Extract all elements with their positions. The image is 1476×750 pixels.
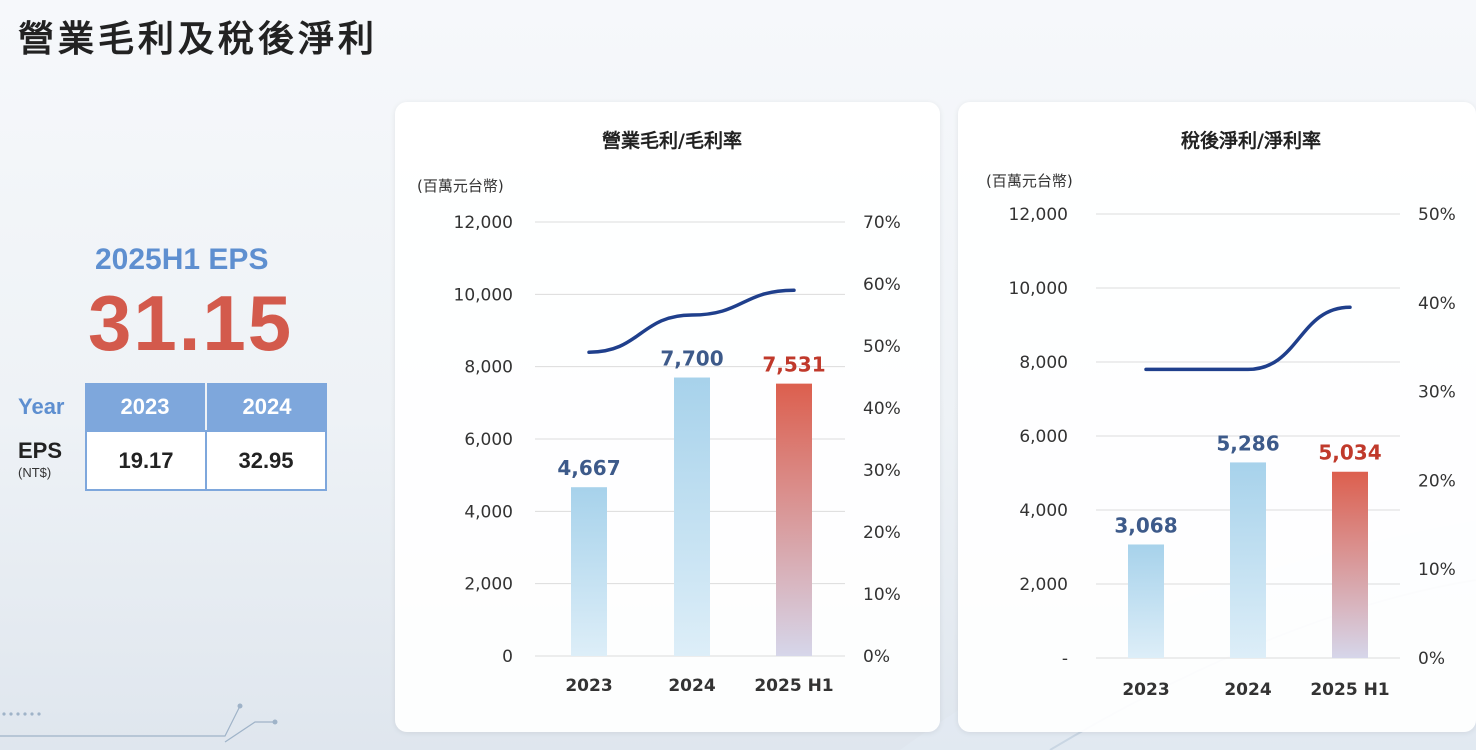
y-tick-label: 8,000 xyxy=(464,358,513,378)
margin-line xyxy=(587,288,796,354)
eps-year-2024-header: 2024 xyxy=(207,383,327,430)
eps-year-2023-header: 2023 xyxy=(85,383,205,430)
eps-value-2023: 19.17 xyxy=(85,430,207,491)
data-label: 4,667 xyxy=(557,456,620,480)
bar-2024 xyxy=(674,377,710,656)
y-tick-label: 8,000 xyxy=(1019,353,1068,373)
y2-tick-label: 40% xyxy=(1418,294,1456,314)
eps-row-label-main: EPS xyxy=(18,438,63,463)
x-category-label: 2023 xyxy=(565,676,612,696)
x-category-label: 2025 H1 xyxy=(754,676,833,696)
y2-tick-label: 70% xyxy=(863,213,901,233)
y2-tick-label: 10% xyxy=(1418,560,1456,580)
gross-profit-chart-card: 營業毛利/毛利率 (百萬元台幣) 0 2,000 4,000 6,000 8,000 10,0… xyxy=(395,102,940,732)
y-tick-label: 2,000 xyxy=(1019,575,1068,595)
chart-unit-label: (百萬元台幣) xyxy=(986,172,1073,190)
y2-tick-label: 40% xyxy=(863,399,901,419)
chart-unit-label: (百萬元台幣) xyxy=(417,177,504,195)
bar-2025-h1 xyxy=(1332,471,1368,658)
margin-line xyxy=(1144,305,1352,372)
eps-title: 2025H1 EPS xyxy=(95,243,269,276)
y-tick-label: 12,000 xyxy=(454,213,513,233)
y-tick-label: 4,000 xyxy=(464,502,513,522)
y-tick-label: 4,000 xyxy=(1019,501,1068,521)
decorative-circuit-line xyxy=(0,703,278,743)
y2-tick-label: 50% xyxy=(863,337,901,357)
y2-tick-label: 0% xyxy=(1418,649,1445,669)
y2-tick-label: 60% xyxy=(863,275,901,295)
y2-tick-label: 50% xyxy=(1418,205,1456,225)
x-category-label: 2023 xyxy=(1122,680,1169,700)
y2-tick-label: 20% xyxy=(863,523,901,543)
y-tick-label: 10,000 xyxy=(454,285,513,305)
page-title: 營業毛利及稅後淨利 xyxy=(18,19,379,60)
y2-tick-label: 10% xyxy=(863,585,901,605)
data-label: 5,286 xyxy=(1216,431,1279,455)
y2-tick-label: 20% xyxy=(1418,471,1456,491)
x-category-label: 2024 xyxy=(668,676,715,696)
net-profit-chart: 稅後淨利/淨利率 (百萬元台幣) - 2,000 4,000 6,000 8,000 10,0… xyxy=(986,129,1456,700)
y-tick-label: 0 xyxy=(502,647,513,667)
eps-row-label-unit: (NT$) xyxy=(18,465,52,480)
net-profit-chart-card: 稅後淨利/淨利率 (百萬元台幣) - 2,000 4,000 6,000 8,000 10,0… xyxy=(958,102,1476,732)
x-category-label: 2025 H1 xyxy=(1310,680,1389,700)
bar-2023 xyxy=(1128,544,1164,658)
eps-value: 31.15 xyxy=(88,279,294,367)
chart-title: 營業毛利/毛利率 xyxy=(602,129,742,152)
bar-2023 xyxy=(571,487,607,656)
y-tick-label: 6,000 xyxy=(1019,427,1068,447)
eps-row-label: EPS (NT$) xyxy=(18,438,85,480)
gross-profit-chart: 營業毛利/毛利率 (百萬元台幣) 0 2,000 4,000 6,000 8,000 10,0… xyxy=(417,129,901,696)
y-tick-label: 6,000 xyxy=(464,430,513,450)
y-tick-label: 12,000 xyxy=(1009,205,1068,225)
data-label: 7,531 xyxy=(762,353,825,377)
data-label: 5,034 xyxy=(1318,441,1381,465)
x-category-label: 2024 xyxy=(1224,680,1271,700)
y-tick-label: 2,000 xyxy=(464,575,513,595)
eps-value-2024: 32.95 xyxy=(205,430,327,491)
bar-2025-h1 xyxy=(776,383,812,656)
data-label: 3,068 xyxy=(1114,513,1177,537)
bar-2024 xyxy=(1230,462,1266,658)
y2-tick-label: 0% xyxy=(863,647,890,667)
y-tick-label: - xyxy=(1062,649,1068,669)
data-label: 7,700 xyxy=(660,347,723,371)
y-tick-label: 10,000 xyxy=(1009,279,1068,299)
y2-tick-label: 30% xyxy=(1418,383,1456,403)
chart-title: 稅後淨利/淨利率 xyxy=(1181,129,1321,152)
eps-year-header: Year xyxy=(18,393,65,419)
y2-tick-label: 30% xyxy=(863,461,901,481)
